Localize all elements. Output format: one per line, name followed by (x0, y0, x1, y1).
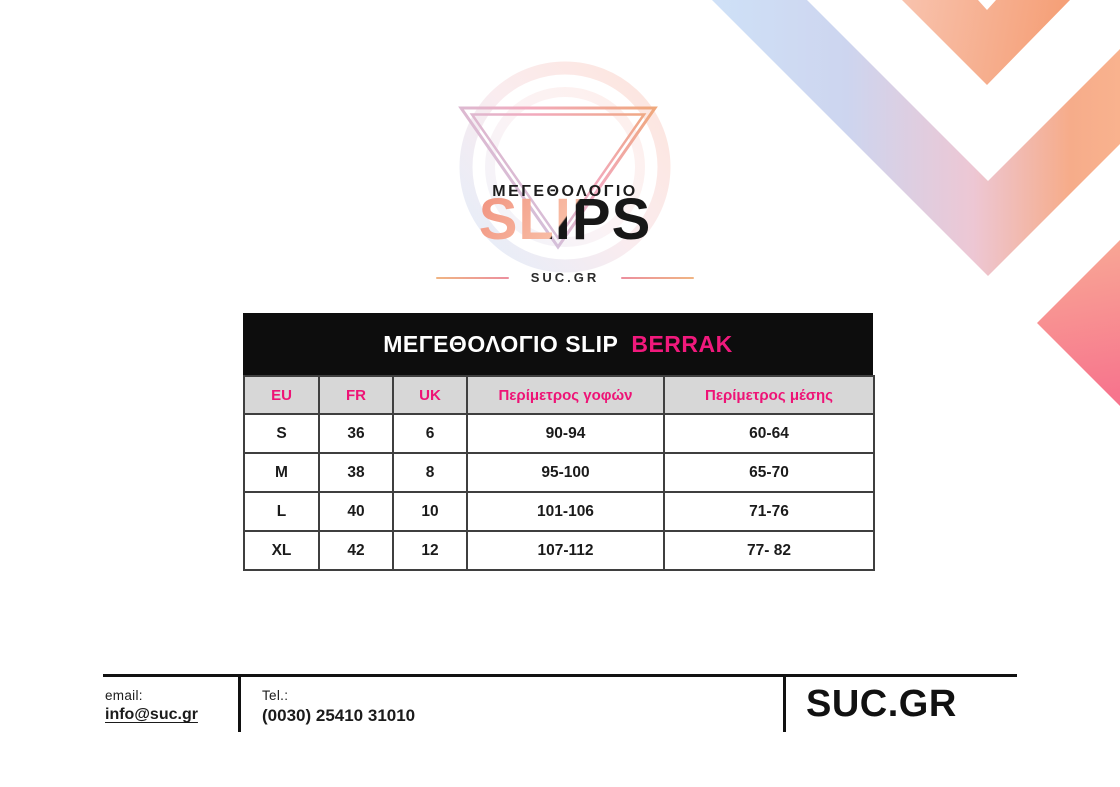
footer-brand-text: SUC.GR (806, 683, 957, 725)
table-row-xl: XL 42 12 107-112 77- 82 (243, 530, 875, 571)
column-header-fr: FR (318, 375, 394, 415)
cell: 6 (392, 413, 468, 454)
tel-label: Tel.: (262, 688, 289, 703)
table-row-l: L 40 10 101-106 71-76 (243, 491, 875, 532)
cell: 38 (318, 452, 394, 493)
table-row-m: M 38 8 95-100 65-70 (243, 452, 875, 493)
cell: 12 (392, 530, 468, 571)
column-header-uk: UK (392, 375, 468, 415)
cell: 101-106 (466, 491, 665, 532)
cell: 65-70 (663, 452, 875, 493)
column-header-waist: Περίμετρος μέσης (663, 375, 875, 415)
column-header-hip: Περίμετρος γοφών (466, 375, 665, 415)
size-table-title-accent: BERRAK (631, 330, 733, 357)
footer-email-block: email: info@suc.gr (105, 688, 198, 724)
cell: 107-112 (466, 530, 665, 571)
column-header-eu: EU (243, 375, 320, 415)
cell: 60-64 (663, 413, 875, 454)
cell: 36 (318, 413, 394, 454)
logo-outer-ring (459, 61, 671, 273)
cell: L (243, 491, 320, 532)
logo-triangle-inner (469, 113, 647, 241)
cell: 40 (318, 491, 394, 532)
corner-diamond-decoration (1037, 240, 1120, 406)
logo-inner-ring (485, 87, 645, 247)
table-row-s: S 36 6 90-94 60-64 (243, 413, 875, 454)
size-table: EU FR UK Περίμετρος γοφών Περίμετρος μέσ… (243, 375, 875, 571)
size-table-title: ΜΕΓΕΘΟΛΟΓΙΟ SLIP (383, 330, 619, 357)
cell: 10 (392, 491, 468, 532)
footer-horizontal-rule (103, 674, 1017, 677)
size-table-section: ΜΕΓΕΘΟΛΟΓΙΟ SLIP BERRAK EU FR UK Περίμετ… (243, 313, 875, 571)
cell: XL (243, 530, 320, 571)
cell: 8 (392, 452, 468, 493)
corner-chevron-small-decoration (902, 0, 1070, 85)
cell: 42 (318, 530, 394, 571)
email-link[interactable]: info@suc.gr (105, 706, 198, 723)
cell: 95-100 (466, 452, 665, 493)
cell: S (243, 413, 320, 454)
logo-rings-triangle-graphic (458, 61, 671, 273)
logo-triangle-outer (458, 106, 658, 250)
cell: 71-76 (663, 491, 875, 532)
cell: M (243, 452, 320, 493)
footer-divider-2 (783, 677, 786, 732)
email-label: email: (105, 688, 143, 703)
cell: 90-94 (466, 413, 665, 454)
size-table-header-row: EU FR UK Περίμετρος γοφών Περίμετρος μέσ… (243, 375, 875, 415)
corner-chevron-large-decoration (712, 0, 1120, 276)
tel-value: (0030) 25410 31010 (262, 706, 416, 725)
cell: 77- 82 (663, 530, 875, 571)
size-table-title-bar: ΜΕΓΕΘΟΛΟΓΙΟ SLIP BERRAK (243, 313, 873, 375)
footer-divider-1 (238, 677, 241, 732)
footer-tel-block: Tel.: (0030) 25410 31010 (262, 688, 415, 726)
